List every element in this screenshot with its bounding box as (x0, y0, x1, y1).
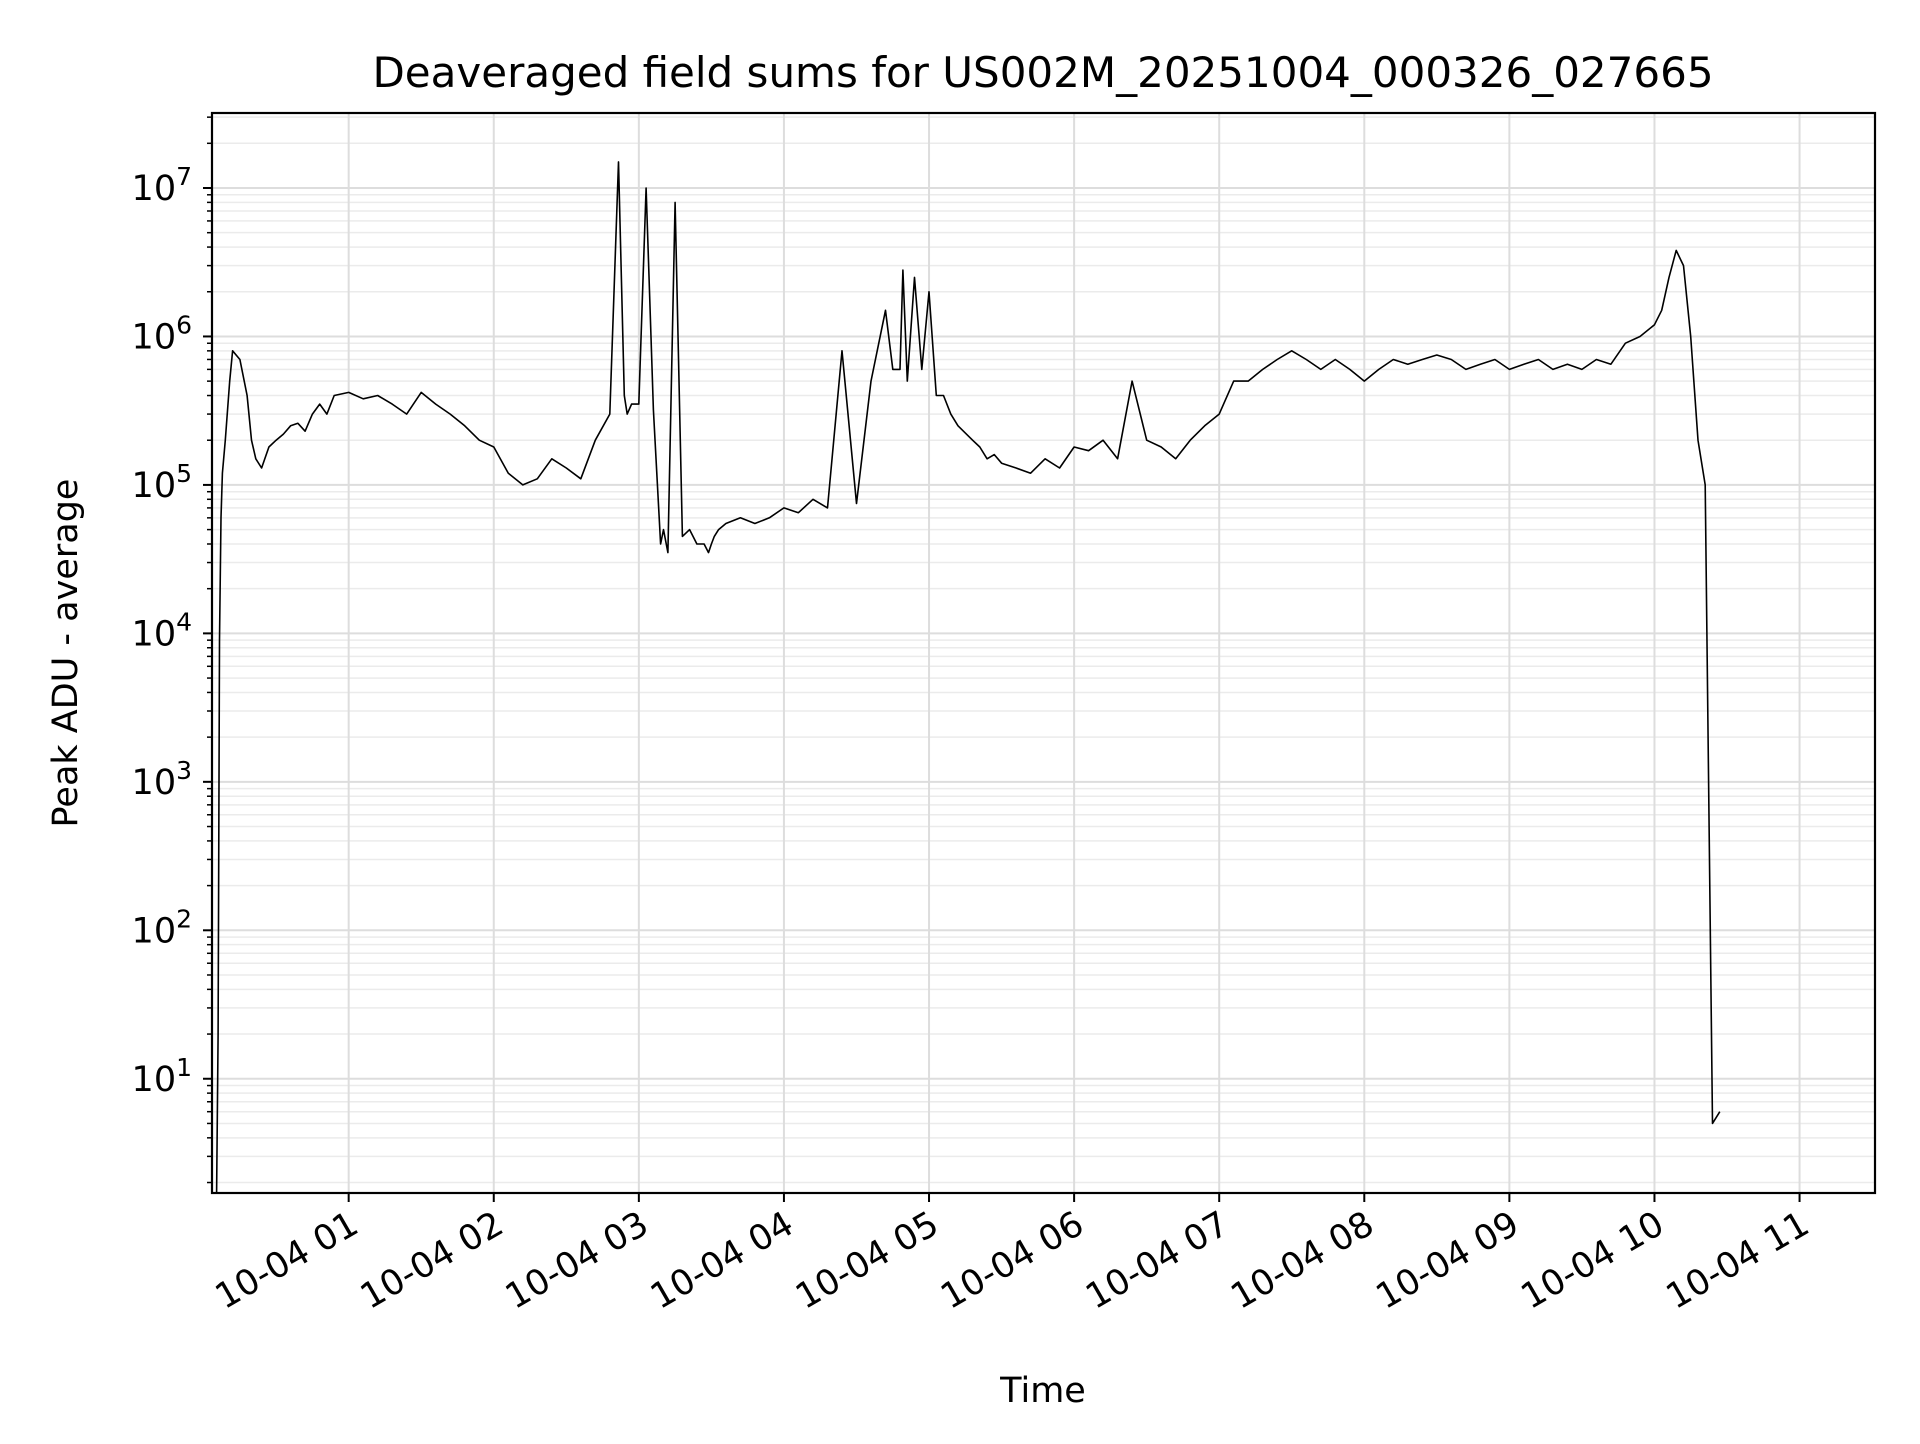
y-tick-base: 10 (132, 911, 177, 951)
y-tick-label: 105 (132, 459, 192, 506)
y-axis-label: Peak ADU - average (46, 479, 86, 828)
y-tick-exponent: 7 (176, 162, 192, 191)
y-tick-label: 104 (132, 607, 192, 654)
y-tick-exponent: 3 (176, 756, 192, 785)
series-line (215, 161, 1721, 1194)
y-tick-base: 10 (132, 614, 177, 654)
y-tick-base: 10 (132, 169, 177, 209)
y-tick-label: 101 (132, 1053, 192, 1100)
y-tick-label: 106 (132, 310, 192, 357)
y-tick-base: 10 (132, 317, 177, 357)
y-tick-label: 107 (132, 162, 192, 209)
chart-title: Deaveraged field sums for US002M_2025100… (372, 48, 1713, 97)
y-tick-base: 10 (132, 763, 177, 803)
y-tick-base: 10 (132, 1060, 177, 1100)
y-tick-exponent: 2 (176, 904, 192, 933)
y-tick-label: 103 (132, 756, 192, 803)
y-tick-exponent: 6 (176, 310, 192, 339)
grid (212, 113, 1875, 1193)
y-tick-base: 10 (132, 466, 177, 506)
series-layer (215, 161, 1721, 1194)
y-tick-exponent: 1 (176, 1053, 192, 1082)
y-tick-exponent: 5 (176, 459, 192, 488)
y-tick-exponent: 4 (176, 607, 192, 636)
y-tick-label: 102 (132, 904, 192, 951)
x-axis-label: Time (999, 1371, 1086, 1411)
plot-frame (210, 111, 1877, 1195)
